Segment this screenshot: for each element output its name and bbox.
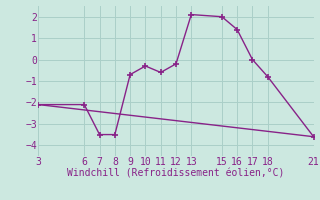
X-axis label: Windchill (Refroidissement éolien,°C): Windchill (Refroidissement éolien,°C) bbox=[67, 169, 285, 179]
